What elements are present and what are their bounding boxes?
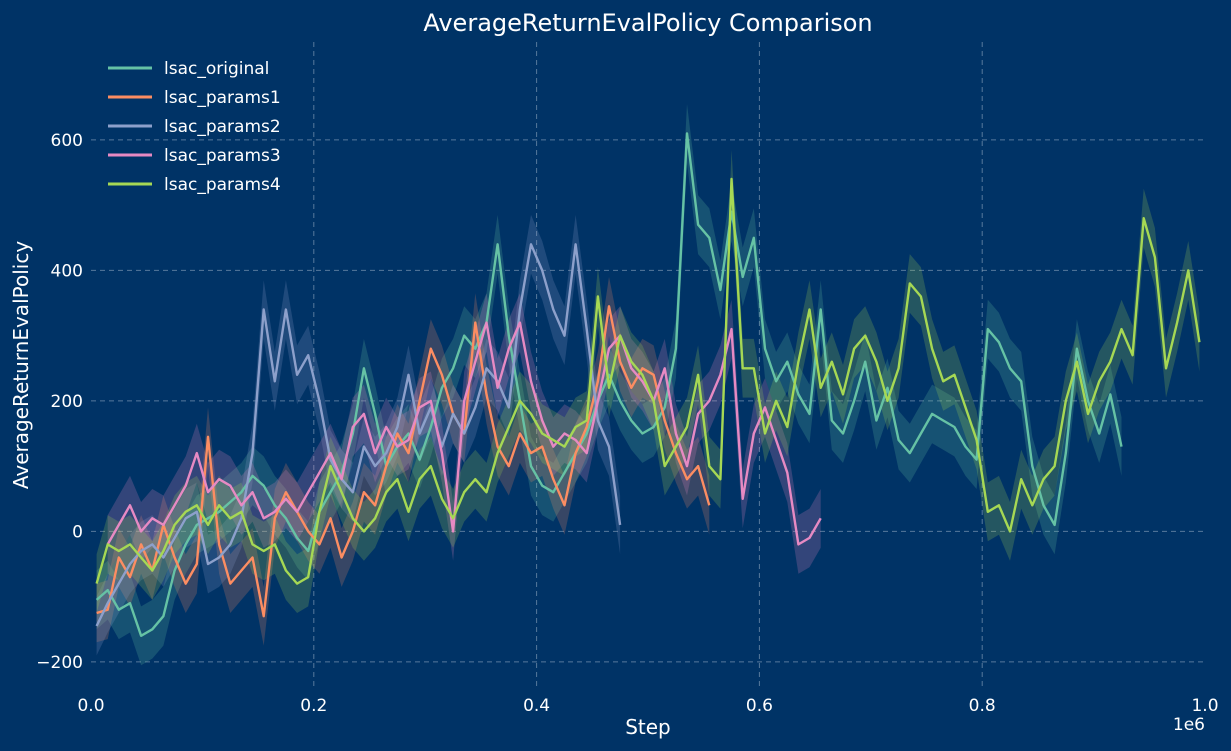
y-tick-label: 600 (51, 131, 83, 151)
band-lsac_params3 (107, 293, 821, 574)
y-tick-label: 200 (51, 392, 83, 412)
band-lsac_params4 (96, 149, 1200, 613)
series-line-lsac_params2 (95, 243, 622, 627)
x-tick-label: 1.0 (1191, 696, 1218, 716)
y-tick-label: 0 (72, 522, 83, 542)
x-multiplier-label: 1e6 (1173, 715, 1205, 735)
legend-label-lsac_params4: lsac_params4 (164, 175, 281, 195)
x-axis-ticks: 0.0 0.2 0.4 0.6 0.8 1.0 (77, 696, 1218, 716)
y-axis-ticks: −200 0 200 400 600 (36, 131, 83, 673)
legend-label-lsac_original: lsac_original (164, 59, 269, 79)
legend-label-lsac_params3: lsac_params3 (164, 146, 281, 166)
series-line-lsac_params4 (95, 177, 1201, 585)
y-tick-label: 400 (51, 261, 83, 281)
band-lsac_params2 (96, 214, 621, 656)
x-tick-label: 0.2 (300, 696, 327, 716)
legend-label-lsac_params1: lsac_params1 (164, 88, 281, 108)
band-lsac_params1 (96, 276, 710, 646)
x-tick-label: 0.6 (746, 696, 773, 716)
x-axis-label: Step (625, 715, 671, 739)
y-axis-label: AverageReturnEvalPolicy (9, 241, 33, 489)
legend: lsac_original lsac_params1 lsac_params2lsa… (108, 59, 281, 195)
chart-title: AverageReturnEvalPolicy Comparison (423, 9, 872, 37)
legend-label-lsac_params2: lsac_params2 (164, 117, 281, 137)
x-tick-label: 0.8 (969, 696, 996, 716)
series-lines (95, 132, 1201, 637)
grid-lines (91, 42, 1205, 688)
x-tick-label: 0.4 (523, 696, 550, 716)
series-line-lsac_original (95, 132, 1123, 637)
y-tick-label: −200 (36, 653, 83, 673)
x-tick-label: 0.0 (77, 696, 104, 716)
